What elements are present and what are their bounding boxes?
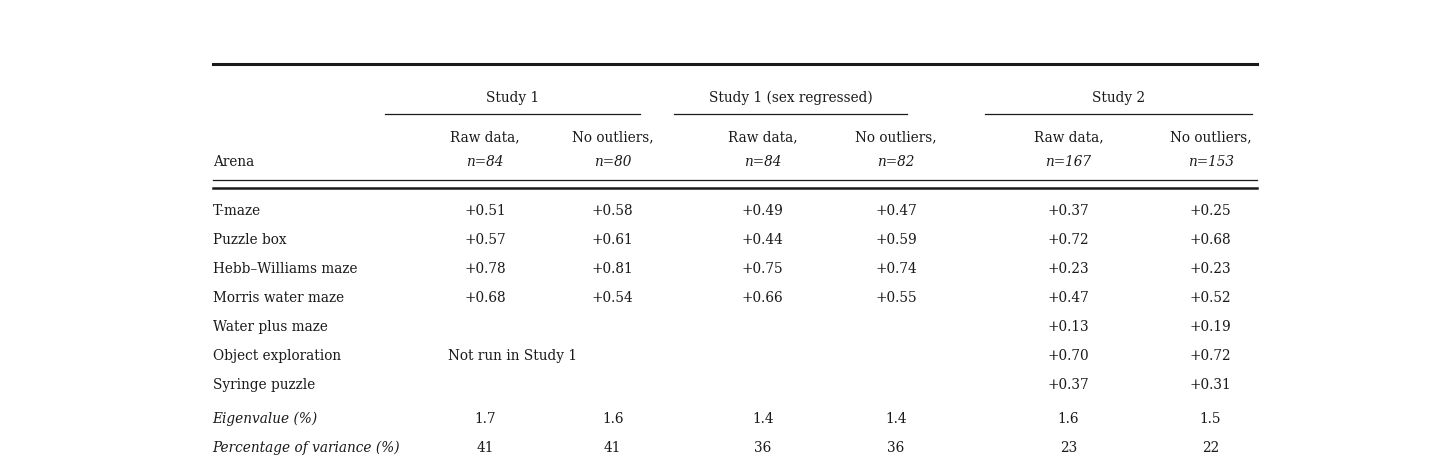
Text: 41: 41 [476,441,493,455]
Text: n=80: n=80 [594,155,631,169]
Text: Raw data,: Raw data, [1034,130,1103,144]
Text: +0.23: +0.23 [1047,262,1090,276]
Text: +0.68: +0.68 [465,291,506,305]
Text: +0.37: +0.37 [1047,378,1090,392]
Text: +0.51: +0.51 [465,204,506,218]
Text: 41: 41 [604,441,621,455]
Text: +0.59: +0.59 [875,233,916,247]
Text: Percentage of variance (%): Percentage of variance (%) [212,441,400,455]
Text: +0.78: +0.78 [465,262,506,276]
Text: Arena: Arena [212,155,254,169]
Text: No outliers,: No outliers, [1170,130,1252,144]
Text: +0.74: +0.74 [875,262,916,276]
Text: Raw data,: Raw data, [728,130,797,144]
Text: No outliers,: No outliers, [855,130,936,144]
Text: 36: 36 [888,441,905,455]
Text: +0.54: +0.54 [592,291,634,305]
Text: 1.4: 1.4 [751,412,773,426]
Text: +0.66: +0.66 [741,291,783,305]
Text: +0.58: +0.58 [592,204,634,218]
Text: Syringe puzzle: Syringe puzzle [212,378,315,392]
Text: n=153: n=153 [1187,155,1233,169]
Text: +0.72: +0.72 [1047,233,1090,247]
Text: Puzzle box: Puzzle box [212,233,287,247]
Text: +0.57: +0.57 [465,233,506,247]
Text: 22: 22 [1202,441,1219,455]
Text: +0.75: +0.75 [741,262,783,276]
Text: n=84: n=84 [466,155,503,169]
Text: n=82: n=82 [878,155,915,169]
Text: Object exploration: Object exploration [212,349,341,363]
Text: +0.61: +0.61 [592,233,634,247]
Text: 1.5: 1.5 [1200,412,1222,426]
Text: +0.19: +0.19 [1190,320,1232,334]
Text: +0.55: +0.55 [875,291,916,305]
Text: 1.6: 1.6 [602,412,624,426]
Text: 23: 23 [1060,441,1077,455]
Text: No outliers,: No outliers, [572,130,654,144]
Text: Study 1 (sex regressed): Study 1 (sex regressed) [708,91,872,105]
Text: +0.23: +0.23 [1190,262,1232,276]
Text: 1.6: 1.6 [1058,412,1078,426]
Text: Study 2: Study 2 [1091,91,1144,105]
Text: Raw data,: Raw data, [450,130,519,144]
Text: Not run in Study 1: Not run in Study 1 [449,349,576,363]
Text: +0.44: +0.44 [741,233,783,247]
Text: +0.52: +0.52 [1190,291,1232,305]
Text: Study 1: Study 1 [486,91,539,105]
Text: Water plus maze: Water plus maze [212,320,327,334]
Text: +0.81: +0.81 [592,262,634,276]
Text: +0.72: +0.72 [1190,349,1232,363]
Text: +0.49: +0.49 [741,204,783,218]
Text: +0.47: +0.47 [875,204,916,218]
Text: Hebb–Williams maze: Hebb–Williams maze [212,262,357,276]
Text: 1.4: 1.4 [885,412,906,426]
Text: +0.47: +0.47 [1047,291,1090,305]
Text: +0.37: +0.37 [1047,204,1090,218]
Text: 36: 36 [754,441,771,455]
Text: +0.70: +0.70 [1047,349,1090,363]
Text: +0.68: +0.68 [1190,233,1232,247]
Text: n=84: n=84 [744,155,782,169]
Text: T-maze: T-maze [212,204,261,218]
Text: +0.13: +0.13 [1047,320,1090,334]
Text: Morris water maze: Morris water maze [212,291,344,305]
Text: n=167: n=167 [1045,155,1091,169]
Text: 1.7: 1.7 [475,412,496,426]
Text: +0.25: +0.25 [1190,204,1232,218]
Text: Eigenvalue (%): Eigenvalue (%) [212,412,318,426]
Text: +0.31: +0.31 [1190,378,1232,392]
